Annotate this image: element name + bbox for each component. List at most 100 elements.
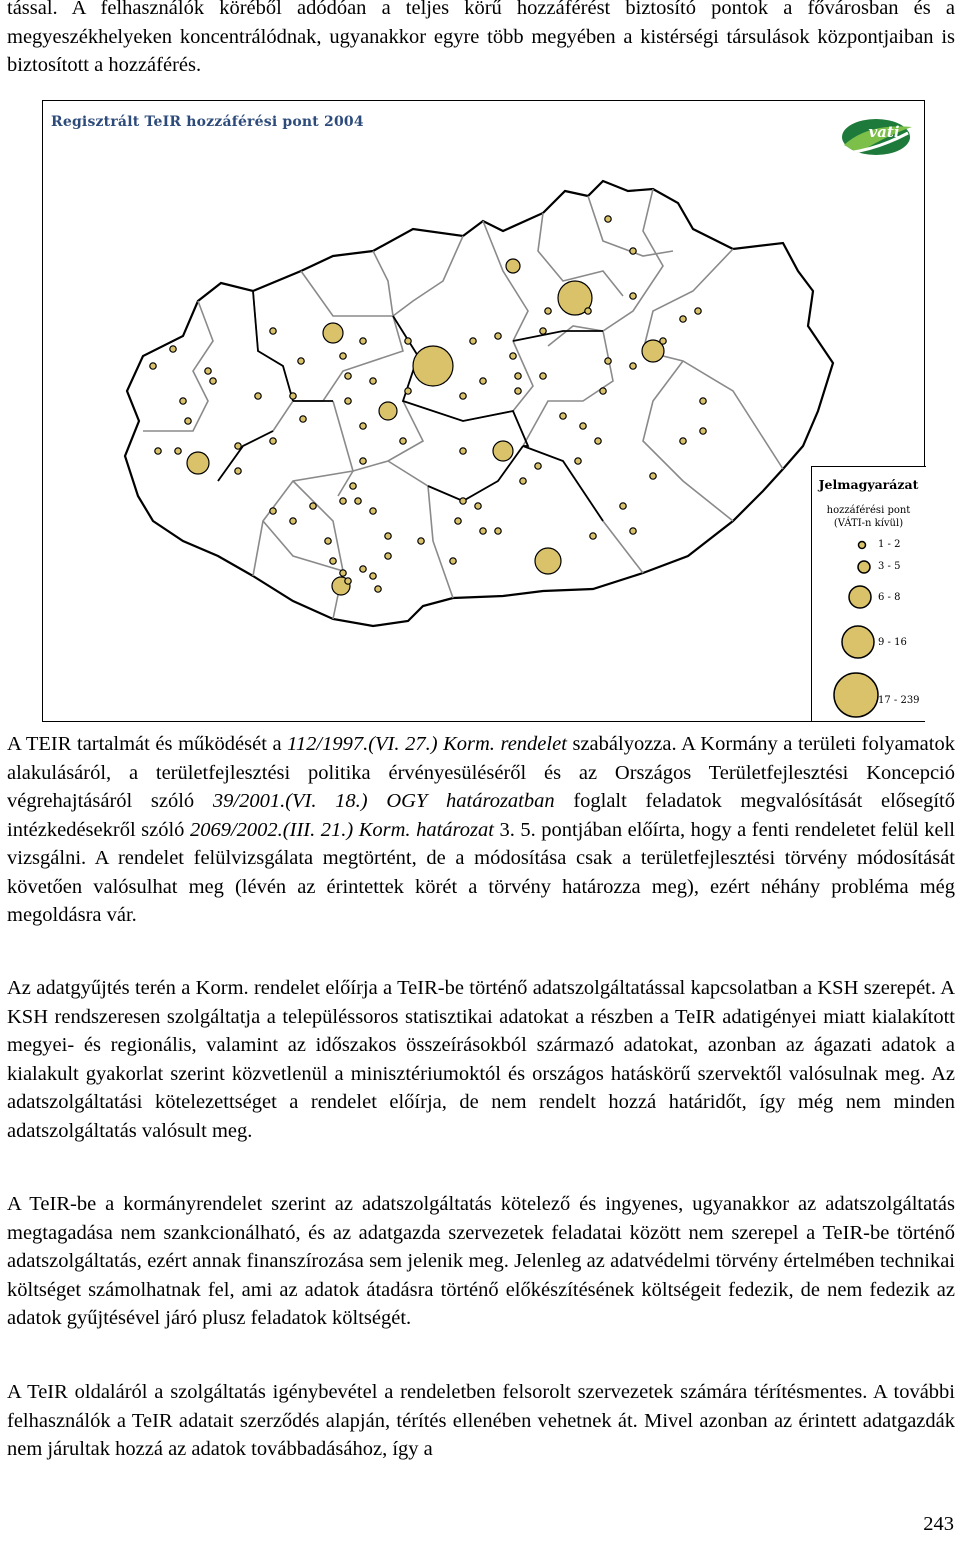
access-point-56	[169, 345, 177, 353]
access-point-23	[659, 337, 667, 345]
legend-label-4: 9 - 16	[878, 637, 907, 648]
access-point-64	[354, 497, 362, 505]
access-point-13	[404, 337, 412, 345]
access-point-73	[374, 585, 382, 593]
access-point-85	[589, 532, 597, 540]
access-point-48	[234, 442, 242, 450]
legend-symbol-3	[841, 625, 875, 659]
access-point-30	[559, 412, 567, 420]
map-legend: Jelmagyarázat hozzáférési pont (VÁTI-n k…	[811, 466, 926, 721]
access-point-24	[679, 315, 687, 323]
access-point-51	[184, 417, 192, 425]
access-point-27	[629, 292, 637, 300]
access-point-83	[384, 532, 392, 540]
p1-text-d: 3. 5. pontjában előírta, hogy a fenti re…	[7, 818, 956, 927]
p1-text-a: A TEIR tartalmát és működését a	[7, 733, 288, 755]
access-point-1	[629, 247, 637, 255]
access-point-28	[599, 387, 607, 395]
county-border-6	[392, 235, 464, 317]
access-point-47	[269, 437, 277, 445]
access-point-3	[557, 280, 593, 316]
access-point-77	[459, 497, 467, 505]
access-point-49	[209, 377, 217, 385]
access-point-40	[359, 457, 367, 465]
access-point-36	[574, 457, 582, 465]
access-point-52	[154, 447, 162, 455]
legend-symbol-1	[857, 560, 871, 574]
access-point-58	[234, 467, 242, 475]
access-point-92	[459, 447, 467, 455]
access-point-62	[309, 502, 317, 510]
access-point-50	[179, 397, 187, 405]
access-point-69	[339, 569, 347, 577]
vati-logo-icon: vati	[842, 119, 912, 155]
access-point-81	[449, 557, 457, 565]
legend-subtitle-2: (VÁTI-n kívül)	[833, 518, 904, 529]
svg-text:vati: vati	[868, 123, 899, 141]
access-point-22	[629, 362, 637, 370]
access-point-60	[269, 507, 277, 515]
paragraph-usage: A TeIR oldaláról a szolgáltatás igénybev…	[7, 1381, 955, 1460]
county-border-9	[587, 195, 674, 257]
access-point-66	[349, 482, 357, 490]
access-point-9	[269, 327, 277, 335]
access-point-11	[359, 337, 367, 345]
access-point-86	[629, 527, 637, 535]
page-number: 243	[923, 1513, 954, 1535]
access-point-31	[579, 422, 587, 430]
access-point-82	[417, 537, 425, 545]
access-point-44	[404, 387, 412, 395]
county-border-16	[427, 485, 454, 599]
p1-ref-decree: 112/1997.(VI. 27.) Korm. rendelet	[287, 733, 567, 755]
access-point-43	[344, 372, 352, 380]
access-point-75	[344, 577, 352, 585]
region-border-2	[512, 330, 603, 342]
legend-label-2: 3 - 5	[878, 561, 901, 572]
access-point-29	[539, 372, 547, 380]
map-title: Regisztrált TeIR hozzáférési pont 2004	[51, 114, 364, 130]
region-border-6	[217, 430, 274, 482]
region-border-3	[522, 445, 604, 522]
access-points-map: Regisztrált TeIR hozzáférési pont 2004 v…	[42, 100, 926, 722]
access-point-79	[479, 527, 487, 535]
county-border-10	[547, 188, 664, 347]
region-border-0	[252, 290, 294, 402]
access-point-59	[254, 392, 262, 400]
access-point-33	[492, 440, 514, 462]
intro-paragraph: tással. A felhasználók köréből adódóan a…	[7, 0, 955, 76]
access-point-17	[479, 377, 487, 385]
p1-ref-ogy: 39/2001.(VI. 18.) OGY határozatban	[212, 790, 555, 812]
paragraph-teir-regulation: A TEIR tartalmát és működését a 112/1997…	[7, 730, 955, 930]
county-border-18	[262, 520, 344, 572]
access-point-10	[297, 357, 305, 365]
access-point-46	[289, 392, 297, 400]
access-point-68	[329, 557, 337, 565]
legend-symbol-2	[848, 585, 872, 609]
access-point-72	[369, 572, 377, 580]
access-point-12	[339, 352, 347, 360]
access-point-71	[384, 552, 392, 560]
access-point-67	[324, 537, 332, 545]
access-point-26	[604, 357, 612, 365]
access-point-84	[534, 547, 562, 575]
access-point-8	[322, 322, 344, 344]
access-point-19	[514, 387, 522, 395]
access-point-18	[459, 392, 467, 400]
p1-text-b: szabályozza. A Kormány a területi folyam…	[7, 733, 955, 812]
access-point-38	[359, 422, 367, 430]
access-point-4	[544, 307, 552, 315]
access-point-63	[339, 497, 347, 505]
access-point-39	[344, 397, 352, 405]
country-outline	[123, 179, 835, 628]
paragraph-obligation: A TeIR-be a kormányrendelet szerint az a…	[7, 1193, 955, 1329]
legend-label-5: 17 - 239	[878, 695, 920, 706]
access-point-61	[289, 517, 297, 525]
access-point-54	[186, 451, 210, 475]
access-point-7	[412, 345, 454, 387]
county-border-0	[143, 300, 214, 432]
p1-text-c: foglalt feladatok megvalósítását elősegí…	[7, 790, 956, 841]
access-point-5	[539, 327, 547, 335]
access-point-45	[299, 415, 307, 423]
access-point-76	[454, 517, 462, 525]
access-point-20	[514, 372, 522, 380]
